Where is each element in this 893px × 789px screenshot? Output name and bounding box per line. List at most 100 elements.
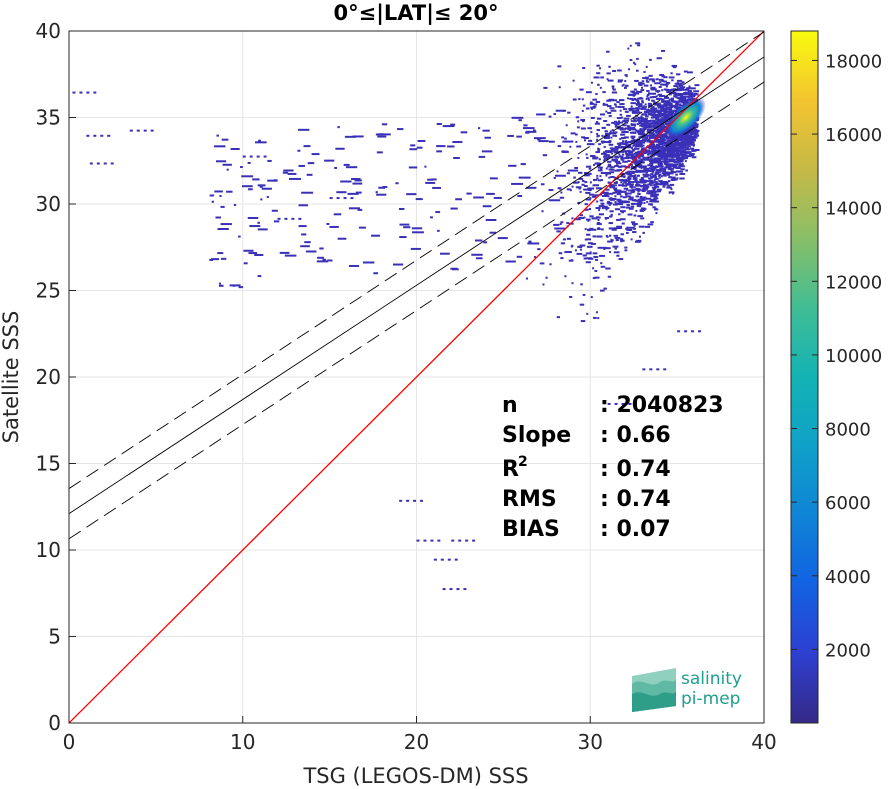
density-cell	[653, 183, 658, 186]
density-cell	[649, 140, 654, 143]
density-cell	[680, 160, 683, 163]
density-cell	[569, 295, 573, 298]
density-cell	[666, 145, 673, 148]
density-cell	[650, 221, 654, 224]
density-cell	[650, 195, 657, 198]
density-cell	[595, 216, 601, 219]
density-cell	[656, 123, 659, 126]
density-cell	[590, 131, 593, 134]
density-cell	[663, 80, 667, 83]
density-cell	[259, 185, 263, 188]
density-cell	[659, 128, 662, 131]
density-cell	[668, 165, 671, 168]
density-cell	[627, 200, 630, 203]
density-cell	[682, 151, 687, 154]
density-cell	[408, 166, 418, 169]
density-cell	[646, 158, 652, 161]
density-cell	[665, 83, 669, 86]
density-cell	[639, 165, 642, 168]
density-cell	[661, 155, 667, 158]
density-cell	[595, 121, 599, 124]
density-cell	[403, 226, 411, 229]
density-cell	[658, 122, 661, 125]
density-cell	[608, 98, 615, 101]
density-cell	[634, 160, 637, 163]
density-cell	[638, 119, 642, 122]
density-cell	[587, 229, 591, 232]
chart-title: 0°≤|LAT|≤ 20°	[333, 1, 498, 26]
density-cell	[640, 107, 647, 110]
stat-label: n	[502, 393, 518, 418]
density-cell	[693, 130, 699, 133]
density-cell	[614, 160, 621, 163]
density-cell	[666, 163, 669, 166]
density-cell	[641, 165, 647, 168]
density-cell	[100, 134, 104, 137]
density-cell	[621, 133, 624, 136]
density-cell	[597, 246, 603, 249]
density-cell	[652, 174, 656, 177]
density-cell	[636, 57, 639, 60]
density-cell	[584, 174, 590, 177]
density-cell	[694, 134, 699, 137]
density-cell	[652, 129, 657, 132]
density-cell	[602, 151, 606, 154]
density-cell	[654, 178, 659, 181]
density-cell	[617, 80, 623, 83]
density-cell	[659, 127, 665, 130]
density-cell	[688, 92, 694, 95]
density-cell	[600, 228, 604, 231]
density-cell	[651, 131, 655, 134]
density-cell	[633, 227, 636, 230]
density-cell	[664, 122, 667, 125]
density-cell	[646, 130, 650, 133]
density-cell	[629, 93, 632, 96]
density-cell	[663, 368, 667, 371]
density-cell	[214, 190, 223, 193]
density-cell	[593, 255, 599, 258]
density-cell	[581, 98, 584, 101]
density-cell	[657, 157, 664, 160]
density-cell	[324, 159, 335, 162]
density-cell	[567, 169, 579, 172]
density-cell	[217, 228, 229, 231]
density-cell	[646, 89, 650, 92]
density-cell	[632, 231, 637, 234]
density-cell	[607, 240, 613, 243]
density-cell	[575, 140, 578, 143]
density-cell	[652, 92, 657, 95]
density-cell	[644, 184, 647, 187]
density-cell	[619, 99, 625, 102]
density-cell	[647, 112, 653, 115]
density-cell	[632, 111, 638, 114]
density-cell	[634, 79, 639, 82]
density-cell	[657, 161, 663, 164]
density-cell	[642, 144, 645, 147]
density-cell	[560, 191, 563, 194]
density-cell	[613, 120, 617, 123]
density-cell	[327, 259, 333, 262]
density-cell	[681, 135, 687, 138]
density-cell	[382, 186, 388, 189]
density-cell	[453, 157, 460, 160]
density-cell	[582, 254, 587, 257]
density-cell	[630, 155, 637, 158]
density-cell	[670, 110, 674, 113]
y-tick-label: 40	[36, 19, 61, 43]
density-cell	[605, 167, 608, 170]
density-cell	[636, 111, 641, 114]
density-cell	[650, 167, 653, 170]
density-cell	[614, 195, 617, 198]
density-cell	[639, 129, 646, 132]
density-cell	[484, 136, 491, 139]
density-cell	[605, 188, 610, 191]
density-cell	[631, 137, 635, 140]
density-cell	[597, 162, 602, 165]
density-cell	[667, 151, 673, 154]
density-cell	[599, 193, 603, 196]
density-cell	[611, 197, 617, 200]
density-cell	[621, 155, 624, 158]
density-cell	[658, 145, 661, 148]
density-cell	[625, 156, 630, 159]
density-cell	[613, 132, 617, 135]
